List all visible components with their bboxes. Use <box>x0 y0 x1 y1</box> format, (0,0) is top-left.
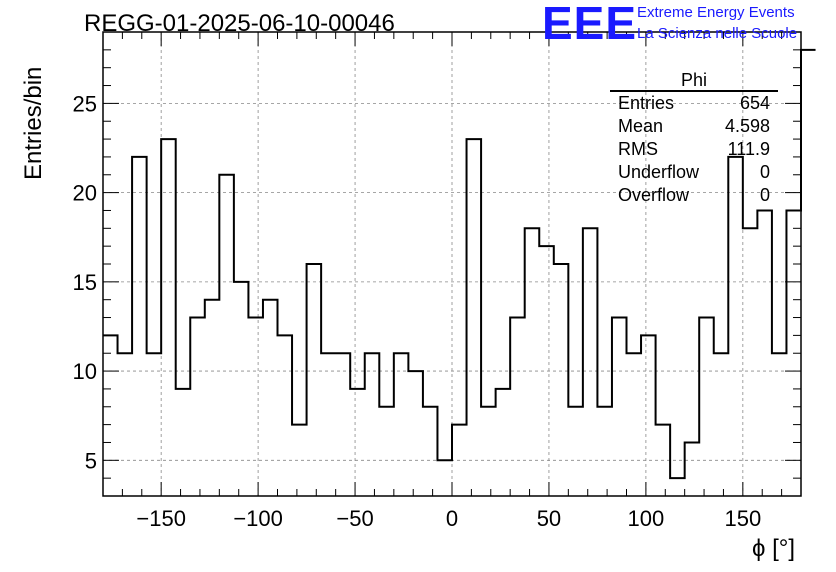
histogram-series <box>103 48 816 496</box>
histogram-bin <box>132 157 147 496</box>
y-tick-label: 25 <box>73 91 97 116</box>
histogram-bin <box>103 335 118 496</box>
histogram-bin <box>757 210 772 496</box>
stats-value: 0 <box>759 162 770 182</box>
x-tick-label: 100 <box>628 506 665 531</box>
histogram-bin <box>394 353 409 496</box>
histogram-bin <box>568 407 583 496</box>
histogram-bin <box>467 139 482 496</box>
x-tick-label: 150 <box>724 506 761 531</box>
x-tick-label: 50 <box>537 506 561 531</box>
histogram-bin <box>612 318 627 496</box>
histogram-bin <box>190 318 205 496</box>
stats-label: RMS <box>618 139 658 159</box>
y-tick-label: 15 <box>73 270 97 295</box>
histogram-bin <box>437 460 452 496</box>
histogram-bin <box>525 228 540 496</box>
histogram-bin <box>278 335 293 496</box>
histogram-bin <box>714 353 729 496</box>
axis-ticks: −150 −100 −50 0 50 100 150 5 10 15 20 25 <box>73 32 802 531</box>
histogram-bin <box>205 300 220 496</box>
histogram-bin <box>743 228 758 496</box>
histogram-bin <box>670 478 685 496</box>
histogram-bin <box>321 353 336 496</box>
stats-row-overflow: Overflow 0 <box>610 184 778 207</box>
histogram-bin <box>583 228 598 496</box>
stats-row-underflow: Underflow 0 <box>610 161 778 184</box>
stats-row-rms: RMS 111.9 <box>610 138 778 161</box>
stats-box: Phi Entries 654 Mean 4.598 RMS 111.9 Underf… <box>610 70 778 207</box>
histogram-bin <box>728 157 743 496</box>
histogram-bin <box>699 318 714 496</box>
histogram-bin <box>656 425 671 496</box>
histogram-bin <box>292 425 307 496</box>
histogram-bin <box>641 335 656 496</box>
histogram-bin <box>379 407 394 496</box>
histogram-bin <box>408 371 423 496</box>
y-tick-label: 10 <box>73 359 97 384</box>
histogram-bin <box>496 389 511 496</box>
histogram-bin <box>452 425 467 496</box>
histogram-bin <box>554 264 569 496</box>
x-tick-label: 0 <box>446 506 458 531</box>
x-tick-label: −100 <box>233 506 283 531</box>
eee-logo: EEE <box>542 0 638 49</box>
y-tick-label: 5 <box>85 448 97 473</box>
histogram-bin <box>234 282 249 496</box>
histogram-outline <box>103 48 816 480</box>
logo-line-1: Extreme Energy Events <box>637 4 795 21</box>
x-tick-label: −50 <box>336 506 373 531</box>
stats-value: 654 <box>739 93 770 113</box>
histogram-bin <box>176 389 191 496</box>
stats-title: Phi <box>610 70 778 92</box>
histogram-bin <box>423 407 438 496</box>
histogram-bin <box>161 139 176 496</box>
stats-label: Mean <box>618 116 664 136</box>
histogram-bin <box>801 50 816 496</box>
stats-value: 0 <box>759 185 770 205</box>
x-tick-label: −150 <box>136 506 186 531</box>
histogram-bin <box>685 442 700 496</box>
histogram-bin <box>219 175 234 496</box>
y-tick-label: 20 <box>73 181 97 206</box>
stats-value: 4.598 <box>724 116 770 136</box>
logo-line-2: La Scienza nelle Scuole <box>637 25 798 42</box>
histogram-bin <box>772 353 787 496</box>
histogram-bin <box>481 407 496 496</box>
histogram-bin <box>350 389 365 496</box>
histogram-bin <box>365 353 380 496</box>
histogram-bin <box>510 318 525 496</box>
stats-label: Underflow <box>618 162 700 182</box>
histogram-bin <box>597 407 612 496</box>
histogram-bin <box>118 353 133 496</box>
histogram-bin <box>263 300 278 496</box>
stats-row-mean: Mean 4.598 <box>610 115 778 138</box>
histogram-bin <box>539 246 554 496</box>
x-axis-label: ϕ [°] <box>752 535 796 562</box>
stats-label: Entries <box>618 93 675 113</box>
stats-label: Overflow <box>618 185 690 205</box>
histogram-bin <box>248 318 263 496</box>
chart-title: REGG-01-2025-06-10-00046 <box>84 10 395 37</box>
histogram-bin <box>147 353 162 496</box>
stats-row-entries: Entries 654 <box>610 92 778 115</box>
histogram-bin <box>336 353 351 496</box>
stats-value: 111.9 <box>727 139 770 159</box>
y-axis-label: Entries/bin <box>20 66 47 180</box>
histogram-bin <box>627 353 642 496</box>
histogram-bin <box>307 264 322 496</box>
